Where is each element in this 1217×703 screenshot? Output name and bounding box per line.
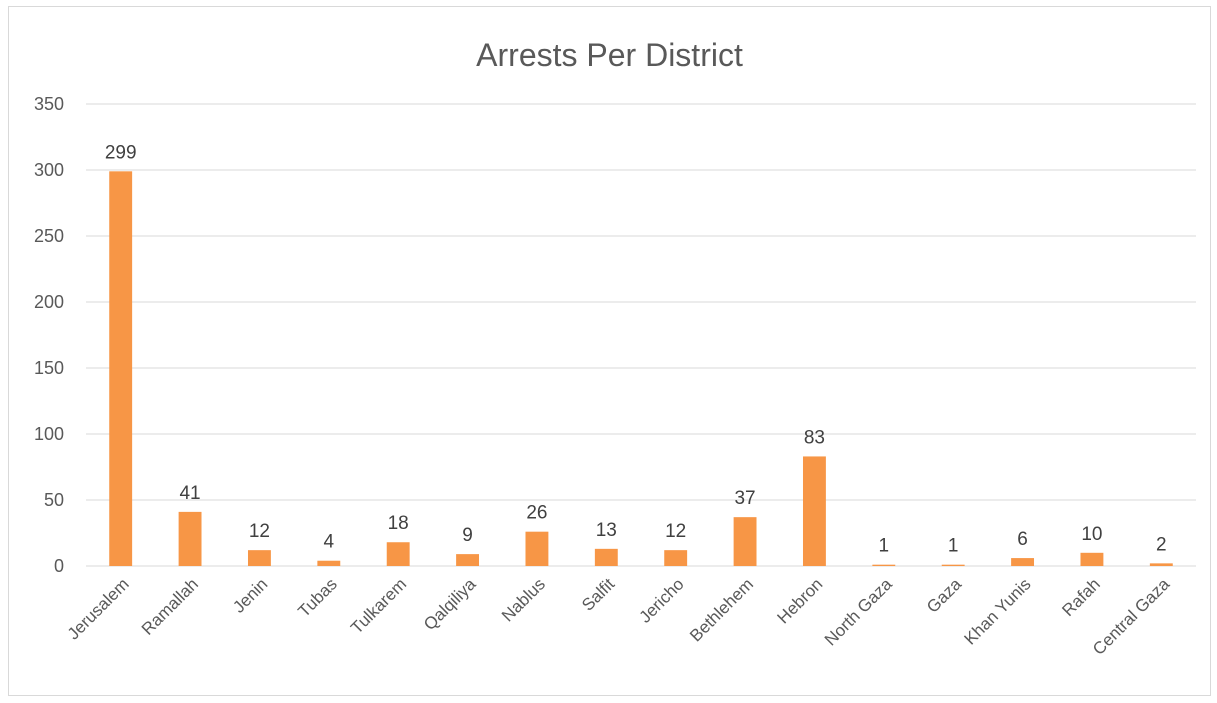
x-category-label: Hebron [774,575,827,628]
bar-north-gaza [872,564,896,566]
y-tick-label: 200 [34,292,64,312]
data-label: 299 [105,142,137,163]
bar-ramallah [178,511,202,566]
gridlines [86,103,1196,567]
bar-rafah [1080,552,1104,566]
x-category-label: Nablus [498,575,549,626]
data-label: 1 [948,536,959,557]
y-tick-label: 350 [34,94,64,114]
y-axis-ticks: 0 50 100 150 200 250 300 350 [34,94,64,576]
data-label: 9 [462,525,473,546]
bar-bethlehem [733,517,757,566]
x-category-label: Jenin [229,575,271,617]
y-tick-label: 250 [34,226,64,246]
bar-gaza [941,564,965,566]
bar-tulkarem [386,542,410,566]
bar-tubas [317,560,341,566]
x-axis-categories: Jerusalem Ramallah Jenin Tubas Tulkarem Qalqi… [64,574,1174,659]
data-labels: 299 41 12 4 18 9 26 13 12 37 83 1 1 6 10 2 [105,142,1167,556]
data-label: 12 [665,521,686,542]
chart-frame: Arrests Per District [8,6,1211,696]
x-category-label: North Gaza [821,574,896,649]
x-category-label: Rafah [1058,575,1104,621]
y-tick-label: 50 [44,490,64,510]
data-label: 26 [526,503,547,524]
data-label: 4 [324,532,335,553]
x-category-label: Ramallah [138,575,202,639]
x-category-label: Jerusalem [64,575,133,644]
data-label: 1 [879,536,890,557]
x-category-label: Jericho [635,575,687,627]
x-category-label: Bethlehem [686,575,757,646]
data-label: 13 [596,520,617,541]
y-tick-label: 300 [34,160,64,180]
data-label: 18 [388,513,409,534]
bar-khan-yunis [1011,558,1035,566]
bar-jerusalem [109,171,133,566]
data-label: 41 [179,483,200,504]
data-label: 2 [1156,534,1167,555]
bar-jenin [247,550,271,566]
bar-salfit [594,548,618,566]
bar-hebron [802,456,826,566]
bar-jericho [664,550,688,566]
y-tick-label: 150 [34,358,64,378]
x-category-label: Tubas [294,575,340,621]
bar-qalqiliya [456,554,480,566]
x-category-label: Salfit [578,574,618,614]
x-category-label: Khan Yunis [961,575,1035,649]
bar-nablus [525,531,549,566]
y-tick-label: 0 [54,556,64,576]
x-category-label: Gaza [923,574,966,617]
data-label: 10 [1081,524,1102,545]
data-label: 12 [249,521,270,542]
data-label: 6 [1017,529,1028,550]
x-category-label: Qalqiliya [420,574,480,634]
y-tick-label: 100 [34,424,64,444]
x-category-label: Tulkarem [347,575,410,638]
bar-central-gaza [1149,563,1173,566]
chart-title: Arrests Per District [476,37,743,73]
data-label: 37 [734,488,755,509]
data-label: 83 [804,427,825,448]
bars [109,171,1173,566]
